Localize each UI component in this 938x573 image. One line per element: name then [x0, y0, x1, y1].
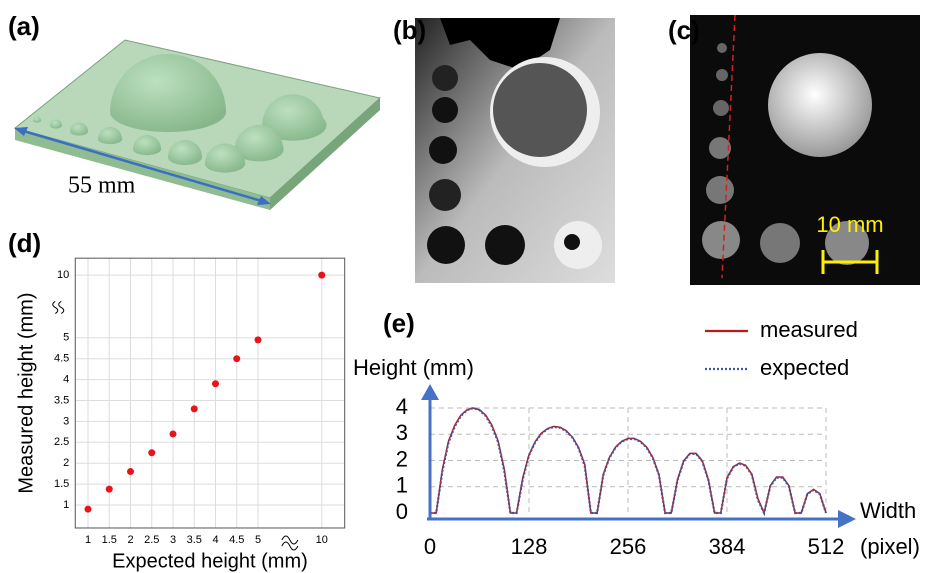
plot-frame: [75, 258, 344, 528]
x-tick-label: 10: [316, 534, 328, 546]
y-tick-label: 1.5: [54, 478, 69, 490]
point: [85, 506, 92, 513]
point: [148, 449, 155, 456]
x-tick-label: 512: [808, 534, 845, 559]
y-tick-label: 2: [63, 457, 69, 469]
y-axis-label: Height (mm): [353, 355, 474, 380]
panel-label: (e): [383, 308, 415, 338]
x-tick-label: 4: [212, 534, 218, 546]
dimension-annotation: 55 mm: [68, 173, 136, 199]
x-tick-label: 1.5: [102, 534, 117, 546]
x-tick-label: 5: [255, 534, 261, 546]
axis-break: [282, 536, 298, 550]
y-tick-label: 4: [396, 394, 408, 419]
x-tick-label: 3: [170, 534, 176, 546]
panel-label: (c): [668, 15, 700, 45]
legend-label: measured: [760, 317, 858, 342]
figure: 55 mm 10 mm (a) (b) (c) (d) (e) 1 1.5 2 2.5…: [0, 0, 938, 573]
x-tick-label: 384: [709, 534, 746, 559]
point: [318, 272, 325, 279]
y-tick-label: 2.5: [54, 436, 69, 448]
panel-b-image: [415, 18, 615, 283]
x-axis-label: Expected height (mm): [112, 550, 308, 572]
point: [191, 405, 198, 412]
point: [212, 380, 219, 387]
y-axis-arrow: [421, 384, 439, 400]
legend-label: expected: [760, 355, 849, 380]
x-tick-label: 2.5: [144, 534, 159, 546]
x-tick-label: 3.5: [187, 534, 202, 546]
panel-c-image: [690, 15, 920, 285]
panel-label: (b): [393, 15, 426, 45]
y-tick-label: 1: [63, 499, 69, 511]
page: 55 mm 10 mm (a) (b) (c) (d) (e) 1 1.5 2 2.5…: [0, 0, 938, 573]
x-tick-label: 1: [85, 534, 91, 546]
x-axis-label: Width: [860, 498, 916, 523]
axis-break: [53, 301, 64, 313]
point: [233, 355, 240, 362]
point: [170, 430, 177, 437]
y-tick-label: 3.5: [54, 394, 69, 406]
y-tick-label: 3: [63, 415, 69, 427]
y-tick-label: 3: [396, 420, 408, 445]
x-axis-label: (pixel): [860, 534, 920, 559]
y-tick-label: 10: [57, 269, 69, 281]
y-axis-label: Measured height (mm): [15, 292, 37, 493]
x-axis-arrow: [838, 510, 856, 528]
panel-label: (a): [8, 11, 40, 41]
y-tick-label: 4: [63, 374, 69, 386]
point: [255, 336, 262, 343]
point: [127, 468, 134, 475]
x-tick-label: 256: [610, 534, 647, 559]
panel-label: (d): [8, 228, 41, 258]
x-tick-label: 128: [511, 534, 548, 559]
y-tick-label: 0: [396, 499, 408, 524]
scale-bar-label: 10 mm: [816, 212, 883, 237]
x-tick-label: 4.5: [229, 534, 244, 546]
y-tick-label: 2: [396, 446, 408, 471]
x-tick-label: 0: [424, 534, 436, 559]
point: [106, 486, 113, 493]
y-tick-label: 4.5: [54, 353, 69, 365]
x-tick-label: 2: [127, 534, 133, 546]
y-tick-label: 1: [396, 473, 408, 498]
y-tick-label: 5: [63, 332, 69, 344]
